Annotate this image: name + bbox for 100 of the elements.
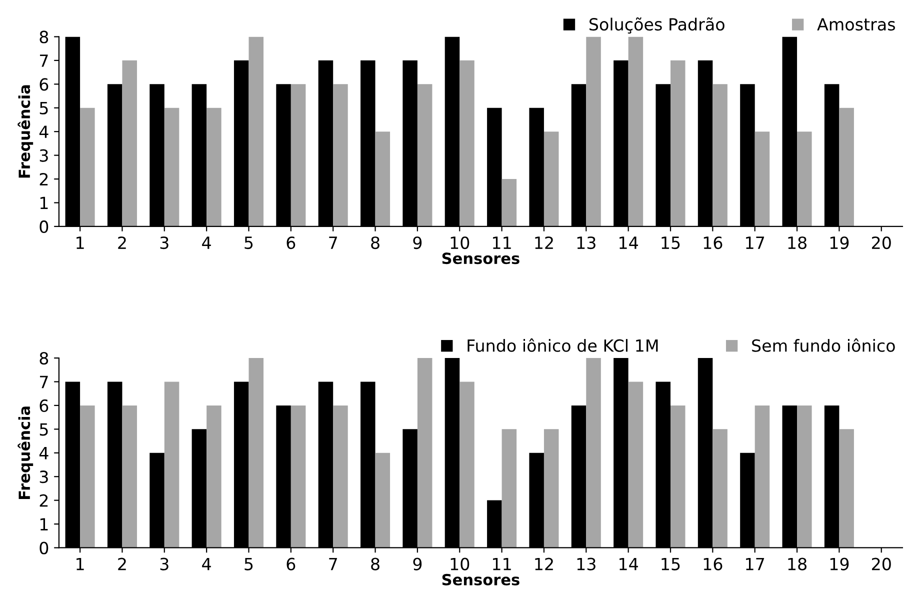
bar — [375, 452, 390, 548]
bar — [290, 405, 306, 548]
y-tick-label: 5 — [40, 102, 48, 114]
x-tick-label: 16 — [704, 558, 722, 570]
legend-label: Fundo iônico de KCl 1M — [468, 338, 658, 352]
x-tick-label: 17 — [746, 236, 764, 249]
bar — [206, 405, 222, 548]
x-tick-label: 10 — [450, 236, 470, 250]
y-axis-title: Frequência — [18, 406, 34, 499]
x-tick-label: 6 — [286, 236, 296, 250]
x-tick-label: 12 — [535, 558, 553, 570]
x-tick-label: 7 — [329, 558, 337, 570]
y-tick-label: 6 — [40, 399, 48, 412]
x-tick-label: 15 — [662, 558, 680, 570]
x-tick-label: 9 — [413, 236, 422, 250]
x-tick-label: 4 — [202, 558, 211, 570]
x-tick-label: 11 — [493, 236, 511, 249]
bar — [586, 358, 601, 548]
y-tick-label: 2 — [40, 172, 48, 186]
x-tick-label: 20 — [872, 558, 891, 570]
x-tick-label: 13 — [577, 558, 596, 570]
x-tick-label: 12 — [535, 236, 553, 249]
x-tick-label: 10 — [450, 558, 470, 570]
bar — [417, 358, 432, 548]
x-axis-title: Sensores — [442, 252, 520, 264]
y-tick-label: 7 — [40, 376, 48, 388]
bar — [164, 382, 180, 548]
y-tick-label: 4 — [39, 126, 48, 138]
bar — [544, 132, 559, 226]
bar — [797, 132, 812, 226]
y-tick-label: 6 — [40, 78, 48, 91]
bar — [670, 405, 686, 548]
x-tick-label: 17 — [746, 558, 764, 570]
y-tick-label: 5 — [40, 423, 48, 436]
x-tick-label: 18 — [788, 558, 806, 570]
x-tick-label: 1 — [76, 236, 84, 249]
y-tick-label: 4 — [39, 447, 48, 460]
y-tick-label: 0 — [40, 542, 48, 554]
y-tick-label: 8 — [40, 352, 48, 365]
bar — [839, 108, 854, 226]
legend-label: Sem fundo iônico — [752, 338, 895, 352]
bar — [754, 405, 770, 548]
bar — [122, 405, 137, 548]
bar — [248, 36, 264, 226]
x-tick-label: 6 — [286, 558, 296, 570]
bar — [544, 429, 559, 548]
x-tick-label: 19 — [830, 236, 849, 250]
bar — [460, 382, 474, 548]
x-tick-label: 3 — [160, 236, 168, 250]
y-tick-label: 1 — [40, 196, 48, 210]
bar — [417, 84, 432, 226]
bar — [628, 382, 644, 548]
bar — [670, 60, 686, 226]
legend-label: Soluções Padrão — [590, 17, 724, 34]
x-tick-label: 1 — [76, 558, 84, 570]
x-tick-label: 13 — [577, 236, 596, 250]
bar — [839, 429, 854, 548]
x-tick-label: 7 — [329, 236, 337, 249]
x-tick-label: 20 — [872, 236, 891, 250]
bar — [712, 84, 728, 226]
bar — [80, 108, 95, 226]
x-tick-label: 5 — [244, 236, 253, 250]
y-tick-label: 8 — [40, 30, 48, 44]
x-tick-label: 14 — [620, 236, 638, 249]
x-tick-label: 3 — [160, 558, 168, 570]
y-tick-label: 3 — [40, 470, 48, 484]
bar — [333, 84, 348, 226]
bar — [248, 358, 264, 548]
bar — [122, 60, 137, 226]
x-tick-label: 19 — [830, 558, 849, 570]
bar — [797, 405, 812, 548]
x-tick-label: 8 — [371, 558, 380, 570]
x-tick-label: 14 — [620, 558, 638, 570]
y-axis-title: Frequência — [18, 85, 34, 178]
bar — [290, 84, 306, 226]
x-axis-title: Sensores — [442, 574, 520, 586]
x-tick-label: 8 — [371, 236, 380, 250]
x-tick-label: 18 — [788, 236, 806, 250]
bar — [586, 36, 601, 226]
x-tick-label: 9 — [413, 558, 422, 570]
bar — [712, 429, 728, 548]
y-tick-label: 3 — [40, 149, 48, 162]
bar — [80, 405, 95, 548]
x-tick-label: 11 — [493, 558, 511, 570]
x-tick-label: 2 — [118, 236, 126, 249]
bar — [628, 36, 644, 226]
y-tick-label: 1 — [40, 518, 48, 530]
bar — [375, 132, 390, 226]
y-tick-label: 0 — [40, 220, 48, 234]
bar — [164, 108, 180, 226]
bar — [502, 429, 517, 548]
legend-label: Amostras — [817, 18, 895, 31]
bar — [754, 132, 770, 226]
y-tick-label: 2 — [40, 494, 48, 507]
bar — [206, 108, 222, 226]
x-tick-label: 5 — [244, 558, 253, 570]
x-tick-label: 15 — [662, 236, 680, 250]
x-tick-label: 4 — [202, 236, 211, 249]
y-tick-label: 7 — [40, 54, 48, 67]
bar — [333, 405, 348, 548]
